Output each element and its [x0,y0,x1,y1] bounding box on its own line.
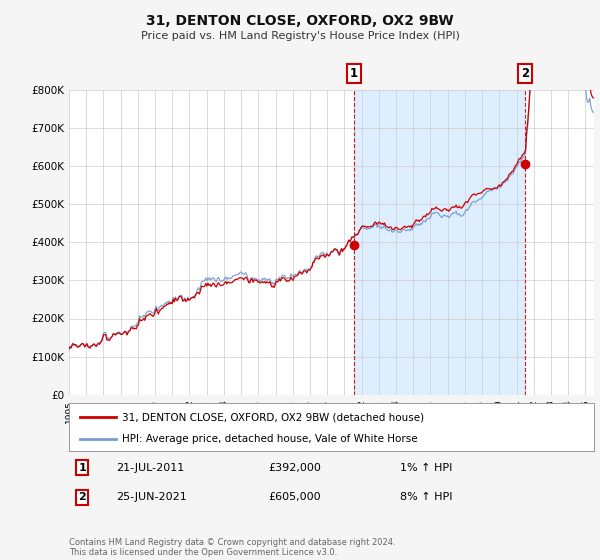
Text: 21-JUL-2011: 21-JUL-2011 [116,463,185,473]
Text: Contains HM Land Registry data © Crown copyright and database right 2024.
This d: Contains HM Land Registry data © Crown c… [69,538,395,557]
Text: HPI: Average price, detached house, Vale of White Horse: HPI: Average price, detached house, Vale… [121,434,417,444]
Text: 2: 2 [78,492,86,502]
Text: 31, DENTON CLOSE, OXFORD, OX2 9BW: 31, DENTON CLOSE, OXFORD, OX2 9BW [146,14,454,28]
Text: 1: 1 [350,67,358,81]
Text: £605,000: £605,000 [269,492,321,502]
Text: Price paid vs. HM Land Registry's House Price Index (HPI): Price paid vs. HM Land Registry's House … [140,31,460,41]
Text: £392,000: £392,000 [269,463,322,473]
Text: 8% ↑ HPI: 8% ↑ HPI [400,492,452,502]
Text: 2: 2 [521,67,529,81]
Bar [354,90,525,395]
Text: 1% ↑ HPI: 1% ↑ HPI [400,463,452,473]
Text: 31, DENTON CLOSE, OXFORD, OX2 9BW (detached house): 31, DENTON CLOSE, OXFORD, OX2 9BW (detac… [121,413,424,422]
Text: 1: 1 [78,463,86,473]
Text: 25-JUN-2021: 25-JUN-2021 [116,492,187,502]
